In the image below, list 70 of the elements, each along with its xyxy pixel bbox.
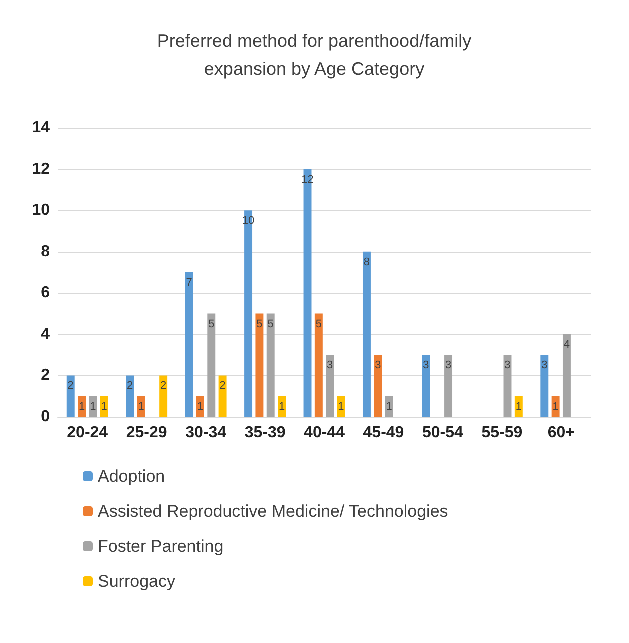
data-label: 3 (542, 360, 548, 372)
bar (552, 396, 560, 417)
bar (100, 396, 108, 417)
bar (540, 355, 549, 417)
data-label: 1 (516, 400, 522, 413)
x-tick-label: 30-34 (186, 424, 227, 442)
bar (160, 376, 168, 417)
data-label: 1 (78, 400, 86, 413)
data-label: 3 (423, 360, 430, 372)
x-tick-label: 20-24 (67, 424, 108, 442)
x-tick-label: 45-49 (363, 424, 404, 442)
bar (385, 396, 394, 417)
bar (126, 376, 134, 417)
legend-label: Assisted Reproductive Medicine/ Technologies (98, 502, 448, 521)
data-label: 5 (268, 318, 274, 330)
data-label: 1 (101, 400, 108, 413)
data-label: 2 (68, 380, 74, 392)
bar (218, 376, 227, 417)
data-label: 1 (552, 400, 559, 413)
data-label: 2 (220, 380, 226, 392)
legend-label: Adoption (98, 467, 166, 486)
data-label: 3 (504, 360, 511, 372)
bar (422, 355, 430, 417)
bar (66, 376, 75, 417)
bar (362, 252, 371, 417)
legend-label: Foster Parenting (98, 537, 224, 556)
bar (562, 334, 571, 417)
data-label: 5 (256, 318, 263, 330)
data-label: 5 (208, 318, 215, 330)
y-tick-label: 0 (41, 408, 50, 426)
data-label: 3 (375, 360, 382, 372)
data-label: 3 (445, 360, 452, 372)
y-tick-label: 8 (41, 243, 50, 260)
x-tick-label: 25-29 (126, 424, 168, 442)
chart-title: Preferred method for parenthood/family expansion by Age Category (157, 31, 472, 79)
bar (444, 355, 453, 417)
bar (266, 314, 275, 417)
bar (185, 272, 194, 417)
bar (256, 314, 264, 417)
y-tick-label: 6 (41, 284, 50, 302)
x-tick-label: 55-59 (482, 424, 523, 442)
data-label: 3 (327, 360, 334, 372)
y-tick-label: 4 (41, 326, 50, 343)
data-label: 5 (316, 318, 322, 330)
data-label: 8 (364, 256, 370, 268)
data-label: 7 (186, 277, 192, 289)
bar (314, 314, 323, 417)
y-tick-label: 12 (32, 160, 50, 178)
x-tick-label: 50-54 (422, 424, 464, 442)
y-tick-label: 10 (32, 202, 50, 220)
y-tick-label: 14 (32, 120, 50, 136)
x-tick-label: 60+ (548, 424, 575, 442)
y-tick-label: 2 (41, 367, 50, 384)
data-label: 1 (197, 400, 204, 413)
data-label: 1 (386, 400, 392, 413)
data-label: 4 (564, 338, 570, 351)
data-label: 1 (278, 400, 286, 413)
data-label: 1 (90, 400, 96, 413)
bar (374, 355, 382, 417)
legend-label: Surrogacy (98, 572, 176, 591)
bar (208, 314, 216, 417)
x-tick-label: 35-39 (244, 424, 286, 442)
data-label: 1 (138, 400, 144, 413)
bar (326, 355, 334, 417)
bar (244, 210, 253, 417)
bar (304, 169, 312, 417)
x-tick-label: 40-44 (304, 424, 346, 442)
data-label: 2 (160, 380, 167, 392)
data-label: 1 (338, 400, 344, 413)
data-label: 2 (127, 380, 134, 392)
